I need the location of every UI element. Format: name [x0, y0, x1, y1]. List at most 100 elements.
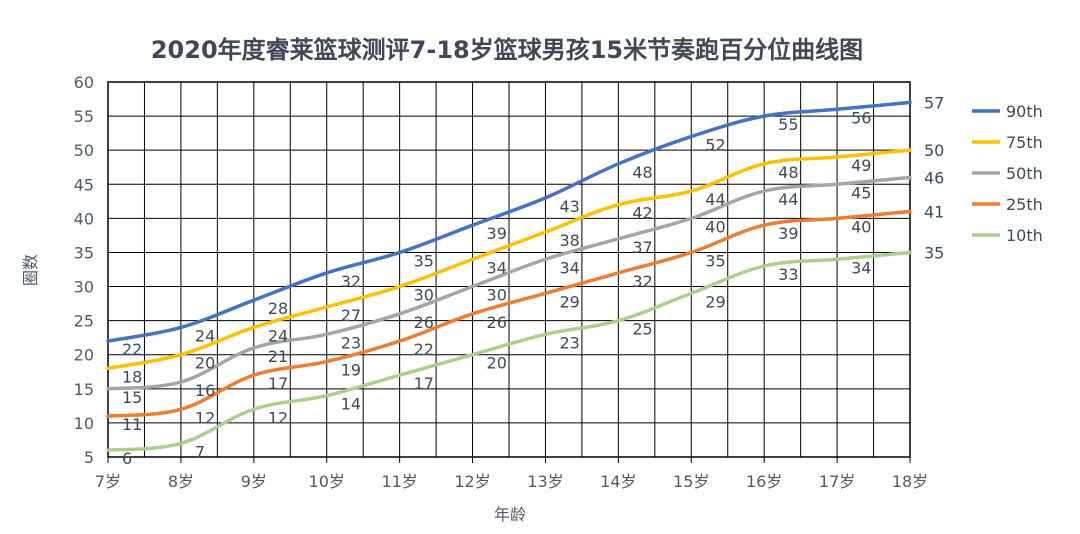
data-label: 37 [632, 238, 652, 257]
data-label: 11 [122, 415, 142, 434]
y-tick-label: 5 [84, 448, 94, 467]
data-label: 39 [778, 224, 798, 243]
series-lines [106, 100, 912, 452]
y-tick-label: 30 [74, 278, 94, 297]
x-axis-title: 年龄 [494, 505, 526, 524]
data-label: 35 [414, 251, 434, 270]
data-label: 35 [924, 243, 944, 262]
data-label: 26 [487, 313, 507, 332]
data-label: 30 [414, 286, 434, 305]
data-label: 20 [487, 354, 507, 373]
legend-label-75th: 75th [1006, 133, 1043, 152]
x-tick-label: 18岁 [892, 472, 928, 491]
series-line-10th [106, 250, 912, 452]
data-label: 15 [122, 388, 142, 407]
x-tick-label: 7岁 [95, 472, 121, 491]
data-label: 30 [487, 286, 507, 305]
data-label: 19 [341, 361, 361, 380]
data-label: 55 [778, 115, 798, 134]
data-labels: 22 24 28 32 35 39 43 48 52 55 56 57 18 20 24 27 30 34 38 42… [122, 93, 944, 468]
x-tick-label: 13岁 [527, 472, 563, 491]
series-line-75th [106, 148, 912, 371]
data-label: 44 [705, 190, 725, 209]
data-label: 39 [487, 224, 507, 243]
data-label: 25 [632, 320, 652, 339]
y-tick-label: 25 [74, 312, 94, 331]
data-label: 27 [341, 306, 361, 325]
data-label: 44 [778, 190, 798, 209]
data-label: 17 [268, 374, 288, 393]
data-label: 42 [632, 204, 652, 223]
data-label: 23 [341, 333, 361, 352]
y-tick-label: 35 [74, 243, 94, 262]
data-label: 33 [778, 265, 798, 284]
y-tick-label: 20 [74, 346, 94, 365]
legend-label-25th: 25th [1006, 195, 1043, 214]
data-label: 16 [195, 381, 215, 400]
data-label: 21 [268, 347, 288, 366]
legend-label-90th: 90th [1006, 102, 1043, 121]
data-label: 24 [268, 326, 288, 345]
x-tick-label: 12岁 [454, 472, 490, 491]
data-label: 7 [195, 442, 205, 461]
data-label: 38 [559, 231, 579, 250]
x-tick-label: 16岁 [746, 472, 782, 491]
data-label: 34 [487, 258, 507, 277]
data-label: 35 [705, 251, 725, 270]
x-tick-label: 10岁 [309, 472, 345, 491]
y-tick-label: 10 [74, 414, 94, 433]
data-label: 34 [559, 258, 579, 277]
data-label: 43 [559, 197, 579, 216]
data-label: 6 [122, 449, 132, 468]
legend-label-50th: 50th [1006, 164, 1043, 183]
data-label: 50 [924, 141, 944, 160]
data-label: 12 [268, 408, 288, 427]
data-label: 49 [851, 156, 871, 175]
data-label: 28 [268, 299, 288, 318]
data-label: 26 [414, 313, 434, 332]
y-tick-label: 55 [74, 107, 94, 126]
data-label: 17 [414, 374, 434, 393]
chart-title: 2020年度睿莱篮球测评7-18岁篮球男孩15米节奏跑百分位曲线图 [151, 36, 863, 64]
data-label: 29 [559, 292, 579, 311]
data-label: 40 [705, 217, 725, 236]
data-label: 34 [851, 258, 871, 277]
data-label: 41 [924, 203, 944, 222]
x-tick-label: 17岁 [819, 472, 855, 491]
x-tick-label: 14岁 [600, 472, 636, 491]
data-label: 24 [195, 326, 215, 345]
legend: 90th 75th 50th 25th 10th [972, 102, 1043, 245]
data-label: 23 [559, 333, 579, 352]
axes: 5 10 15 20 25 30 35 40 45 50 55 60 7岁 8岁 9岁 10岁 11岁 12岁 13… [74, 73, 929, 491]
data-label: 52 [705, 136, 725, 155]
plot-area-border [107, 81, 911, 458]
x-tick-label: 9岁 [241, 472, 267, 491]
y-tick-label: 15 [74, 380, 94, 399]
y-axis-title: 圈数 [21, 254, 40, 286]
x-tick-label: 15岁 [673, 472, 709, 491]
data-label: 40 [851, 217, 871, 236]
data-label: 45 [851, 183, 871, 202]
data-label: 46 [924, 168, 944, 187]
y-tick-label: 60 [74, 73, 94, 92]
data-label: 22 [122, 340, 142, 359]
legend-label-10th: 10th [1006, 226, 1043, 245]
data-label: 20 [195, 354, 215, 373]
y-tick-label: 45 [74, 175, 94, 194]
y-tick-label: 50 [74, 141, 94, 160]
data-label: 18 [122, 367, 142, 386]
data-label: 56 [851, 108, 871, 127]
x-tick-label: 11岁 [381, 472, 417, 491]
grid [107, 81, 911, 463]
data-label: 12 [195, 408, 215, 427]
series-line-25th [106, 209, 912, 418]
data-label: 22 [414, 340, 434, 359]
x-tick-label: 8岁 [168, 472, 194, 491]
data-label: 48 [632, 163, 652, 182]
data-label: 32 [632, 272, 652, 291]
data-label: 14 [341, 395, 361, 414]
data-label: 57 [924, 93, 944, 112]
data-label: 48 [778, 163, 798, 182]
